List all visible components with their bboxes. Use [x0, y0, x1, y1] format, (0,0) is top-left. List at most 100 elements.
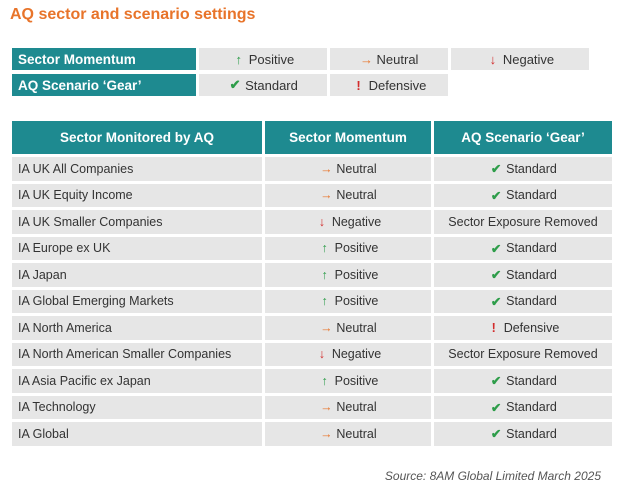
momentum-cell: → Neutral — [265, 316, 431, 340]
gear-label: Standard — [506, 161, 557, 176]
sector-cell: IA UK Equity Income — [12, 183, 262, 207]
gear-label: Defensive — [503, 320, 560, 335]
table-row: IA Global Emerging Markets ↑ Positive ✔ Stan… — [12, 289, 612, 313]
momentum-cell: ↑ Positive — [265, 289, 431, 313]
header-gear: AQ Scenario ‘Gear’ — [434, 121, 612, 154]
check-icon: ✔ — [229, 77, 241, 92]
table-row: IA North America → Neutral! Defensive — [12, 316, 612, 340]
arrow-up-icon: ↑ — [321, 267, 328, 282]
arrow-up-icon: ↑ — [321, 241, 328, 256]
momentum-label: Positive — [334, 267, 379, 282]
sector-cell: IA Technology — [12, 395, 262, 419]
momentum-label: Neutral — [336, 400, 377, 415]
arrow-up-icon: ↑ — [321, 373, 328, 388]
gear-label: Standard — [506, 241, 557, 256]
arrow-up-icon: ↑ — [235, 51, 242, 67]
momentum-label: Positive — [334, 373, 379, 388]
gear-label: Standard — [506, 400, 557, 415]
gear-cell: ✔ Standard — [434, 422, 612, 446]
momentum-cell: → Neutral — [265, 395, 431, 419]
legend-cell-neutral: → Neutral — [330, 48, 448, 70]
table-row: IA Technology → Neutral ✔ Standard — [12, 395, 612, 419]
momentum-cell: ↑ Positive — [265, 236, 431, 260]
legend-defensive-label: Defensive — [368, 77, 427, 93]
check-icon: ✔ — [490, 294, 502, 309]
table-row: IA Japan ↑ Positive ✔ Standard — [12, 263, 612, 287]
gear-label: Standard — [506, 294, 557, 309]
arrow-right-icon: → — [360, 51, 374, 67]
momentum-label: Neutral — [336, 320, 377, 335]
momentum-label: Neutral — [336, 161, 377, 176]
legend-gear-label: AQ Scenario ‘Gear’ — [12, 74, 196, 96]
momentum-cell: ↑ Positive — [265, 263, 431, 287]
table-row: IA UK Equity Income → Neutral ✔ Standard — [12, 183, 612, 207]
gear-label: Sector Exposure Removed — [448, 214, 598, 229]
momentum-cell: ↑ Positive — [265, 369, 431, 393]
header-momentum: Sector Momentum — [265, 121, 431, 154]
header-sector: Sector Monitored by AQ — [12, 121, 262, 154]
arrow-down-icon: ↓ — [318, 347, 325, 362]
table-row: IA Europe ex UK ↑ Positive ✔ Standard — [12, 236, 612, 260]
table-row: IA Global → Neutral ✔ Standard — [12, 422, 612, 446]
gear-cell: ✔ Standard — [434, 183, 612, 207]
momentum-cell: ↓ Negative — [265, 342, 431, 366]
momentum-cell: → Neutral — [265, 183, 431, 207]
legend-cell-defensive: ! Defensive — [330, 74, 448, 96]
arrow-right-icon: → — [320, 400, 333, 415]
arrow-right-icon: → — [320, 426, 333, 441]
momentum-cell: → Neutral — [265, 422, 431, 446]
gear-label: Standard — [506, 426, 557, 441]
gear-label: Standard — [506, 373, 557, 388]
gear-label: Sector Exposure Removed — [448, 347, 598, 362]
gear-cell: ✔ Standard — [434, 395, 612, 419]
gear-cell: ✔ Standard — [434, 289, 612, 313]
momentum-label: Neutral — [336, 188, 377, 203]
check-icon: ✔ — [490, 241, 502, 256]
legend-cell-positive: ↑ Positive — [199, 48, 327, 70]
sector-cell: IA UK Smaller Companies — [12, 210, 262, 234]
sector-cell: IA Global — [12, 422, 262, 446]
sector-cell: IA Europe ex UK — [12, 236, 262, 260]
legend-negative-label: Negative — [502, 51, 555, 67]
momentum-cell: ↓ Negative — [265, 210, 431, 234]
gear-cell: ✔ Standard — [434, 157, 612, 181]
gear-cell: ✔ Standard — [434, 263, 612, 287]
gear-cell: Sector Exposure Removed — [434, 210, 612, 234]
gear-label: Standard — [506, 188, 557, 203]
table-row: IA Asia Pacific ex Japan ↑ Positive ✔ Standa… — [12, 369, 612, 393]
sector-cell: IA Asia Pacific ex Japan — [12, 369, 262, 393]
momentum-label: Positive — [334, 241, 379, 256]
exclamation-icon: ! — [356, 77, 361, 93]
check-icon: ✔ — [490, 268, 502, 283]
table-row: IA UK All Companies → Neutral ✔ Standard — [12, 157, 612, 181]
gear-label: Standard — [506, 267, 557, 282]
legend-standard-label: Standard — [245, 77, 298, 93]
sector-cell: IA Japan — [12, 263, 262, 287]
sector-cell: IA North American Smaller Companies — [12, 342, 262, 366]
momentum-label: Negative — [331, 214, 382, 229]
arrow-right-icon: → — [320, 320, 333, 335]
table-body: IA UK All Companies → Neutral ✔ Standard IA U… — [12, 157, 612, 446]
arrow-down-icon: ↓ — [318, 214, 325, 229]
table-header: Sector Monitored by AQ Sector Momentum A… — [12, 121, 612, 154]
check-icon: ✔ — [490, 400, 502, 415]
arrow-down-icon: ↓ — [489, 51, 497, 67]
legend-table: Sector Momentum ↑ Positive → Neutral ↓ N… — [12, 48, 592, 100]
source-note: Source: 8AM Global Limited March 2025 — [384, 469, 601, 483]
legend-row-gear: AQ Scenario ‘Gear’ ✔ Standard ! Defensiv… — [12, 74, 592, 96]
sector-cell: IA North America — [12, 316, 262, 340]
check-icon: ✔ — [490, 162, 502, 177]
momentum-label: Negative — [331, 347, 382, 362]
exclamation-icon: ! — [491, 320, 496, 335]
check-icon: ✔ — [490, 374, 502, 389]
momentum-cell: → Neutral — [265, 157, 431, 181]
gear-cell: Sector Exposure Removed — [434, 342, 612, 366]
arrow-right-icon: → — [320, 188, 333, 203]
gear-cell: ! Defensive — [434, 316, 612, 340]
momentum-label: Neutral — [336, 426, 377, 441]
table-row: IA North American Smaller Companies ↓ Nega… — [12, 342, 612, 366]
legend-cell-negative: ↓ Negative — [451, 48, 589, 70]
sector-cell: IA UK All Companies — [12, 157, 262, 181]
gear-cell: ✔ Standard — [434, 369, 612, 393]
arrow-up-icon: ↑ — [321, 294, 328, 309]
